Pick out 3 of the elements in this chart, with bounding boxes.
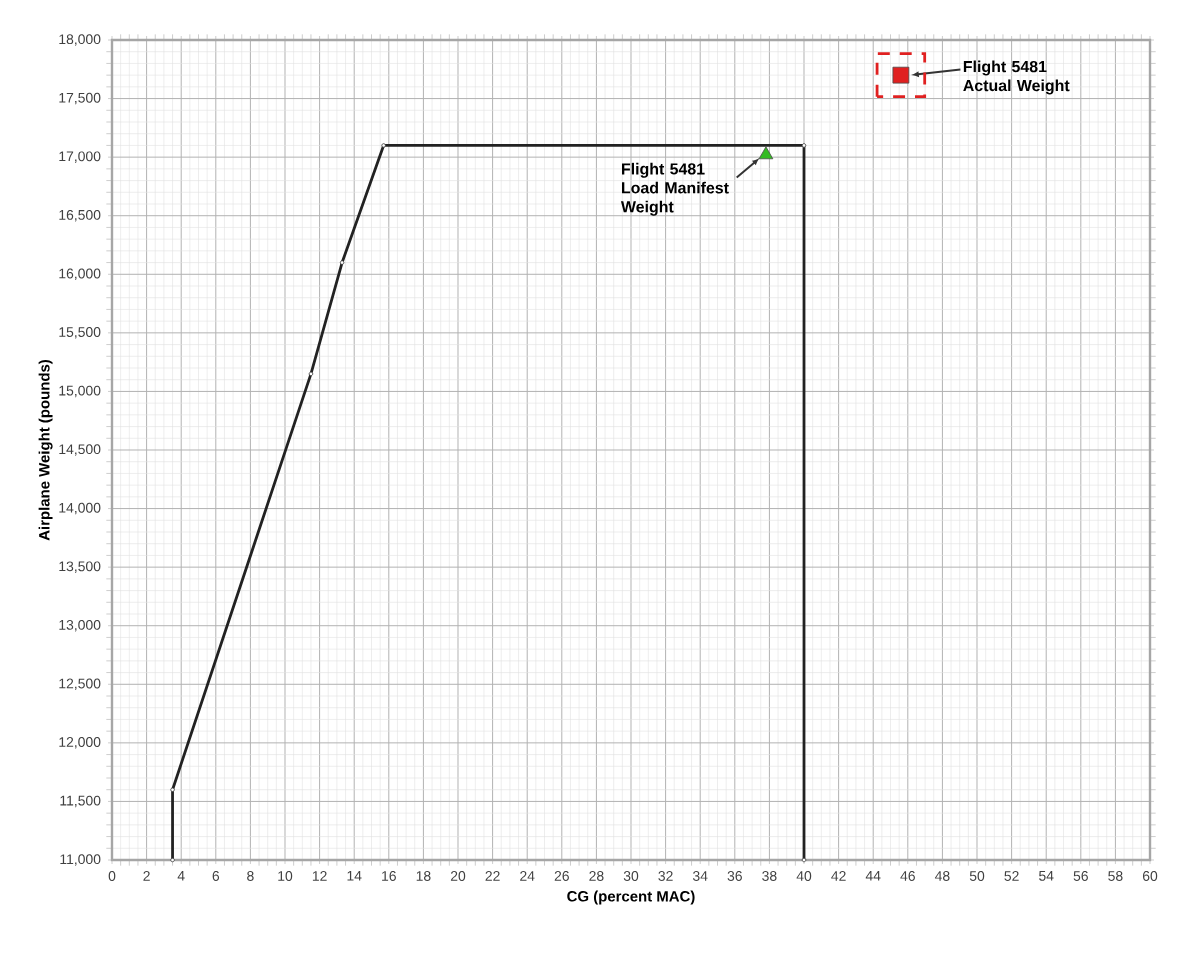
- line-series: [170, 143, 807, 863]
- point: [875, 52, 927, 99]
- point: [758, 146, 774, 160]
